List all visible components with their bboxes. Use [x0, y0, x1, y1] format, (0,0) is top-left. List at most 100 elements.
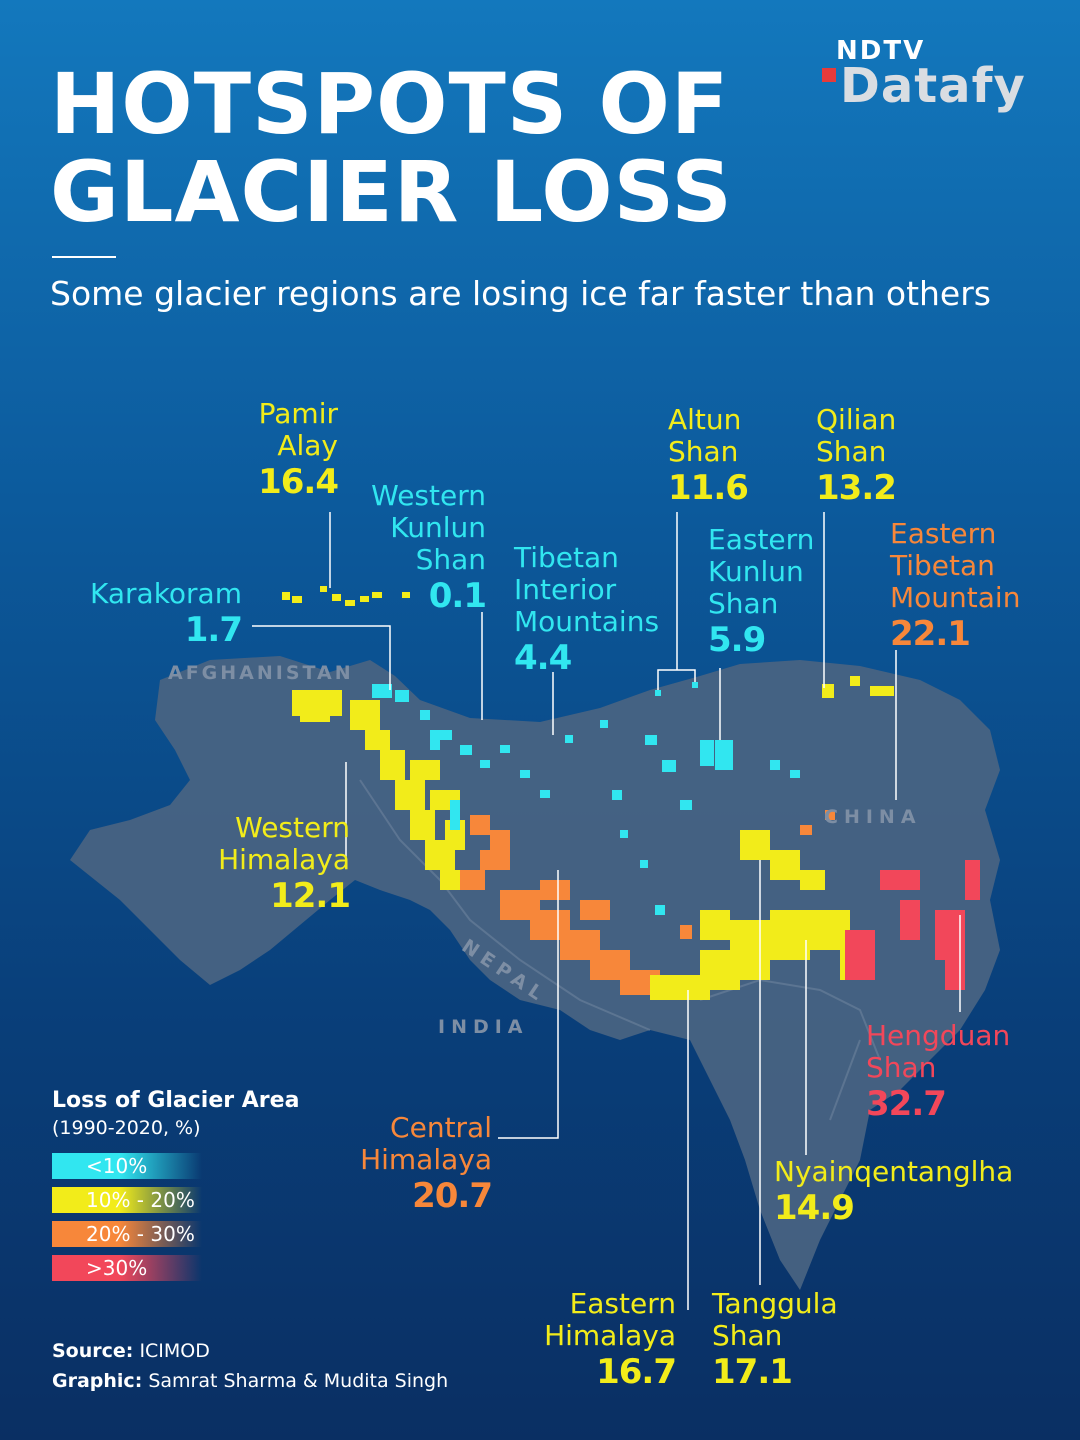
region-label-tanggula-shan: Tanggula Shan 17.1: [712, 1287, 862, 1393]
cyan-glaciers: [372, 682, 800, 915]
region-name: Himalaya: [218, 843, 350, 876]
logo-ndtv: NDTV: [836, 36, 926, 66]
leader-karakoram: [252, 625, 391, 690]
region-name: Shan: [816, 435, 887, 468]
region-value: 13.2: [816, 468, 897, 508]
region-name: Kunlun: [708, 555, 804, 588]
region-name: Interior: [514, 573, 617, 606]
region-value: 12.1: [270, 876, 351, 916]
region-label-central-himalaya: Central Himalaya 20.7: [340, 1111, 493, 1217]
legend-swatch: [52, 1221, 202, 1247]
region-name: Nyainqentanglha: [774, 1155, 1014, 1188]
title-divider: [52, 256, 116, 258]
region-label-altun-shan: Altun Shan 11.6: [668, 403, 768, 509]
pamir-alay-glaciers: [282, 586, 410, 606]
legend-subtitle: (1990-2020, %): [52, 1117, 201, 1139]
page-subtitle: Some glacier regions are losing ice far …: [50, 274, 991, 313]
region-value: 17.1: [712, 1352, 793, 1392]
legend-item-10-20: 10% - 20%: [52, 1187, 202, 1213]
legend-item-under-10: <10%: [52, 1153, 202, 1179]
leader-central-himalaya: [498, 870, 559, 1139]
source-value: ICIMOD: [139, 1340, 210, 1362]
region-name: Eastern: [890, 517, 997, 550]
legend-swatch: [52, 1187, 202, 1213]
source-line: Source: ICIMOD: [52, 1336, 448, 1366]
legend: Loss of Glacier Area (1990-2020, %) <10%…: [52, 1088, 332, 1289]
region-value: 32.7: [866, 1084, 947, 1124]
title-line-1: HOTSPOTS OF: [50, 55, 730, 153]
legend-label: <10%: [86, 1154, 148, 1178]
region-value: 16.4: [258, 462, 339, 502]
region-value: 1.7: [184, 610, 243, 650]
country-india: INDIA: [438, 1016, 529, 1038]
region-label-nyainqentanglha: Nyainqentanglha 14.9: [774, 1155, 1064, 1229]
region-value: 14.9: [774, 1188, 855, 1228]
legend-label: 10% - 20%: [86, 1188, 195, 1212]
landmass-shape: [70, 656, 1000, 1290]
country-afghanistan: AFGHANISTAN: [168, 662, 354, 684]
region-label-eastern-himalaya: Eastern Himalaya 16.7: [530, 1287, 677, 1393]
region-label-tibetan-interior-mountains: Tibetan Interior Mountains 4.4: [514, 541, 674, 679]
region-name: Shan: [866, 1051, 937, 1084]
leader-lines: [252, 512, 961, 1310]
region-name: Hengduan: [866, 1019, 1011, 1052]
region-name: Karakoram: [90, 577, 242, 610]
region-value: 22.1: [890, 614, 971, 654]
region-name: Eastern: [708, 523, 815, 556]
graphic-value: Samrat Sharma & Mudita Singh: [148, 1370, 449, 1392]
region-label-pamir-alay: Pamir Alay 16.4: [220, 397, 339, 503]
region-label-eastern-tibetan-mountain: Eastern Tibetan Mountain 22.1: [890, 517, 1040, 655]
region-label-hengduan-shan: Hengduan Shan 32.7: [866, 1019, 1036, 1125]
leader-altun: [657, 512, 696, 690]
source-label: Source:: [52, 1340, 134, 1362]
legend-title: Loss of Glacier Area: [52, 1088, 300, 1113]
legend-swatch: [52, 1255, 202, 1281]
region-name: Tibetan: [514, 541, 619, 574]
region-value: 0.1: [428, 576, 487, 616]
region-name: Shan: [708, 587, 779, 620]
region-name: Shan: [668, 435, 739, 468]
region-name: Central: [390, 1111, 492, 1144]
region-label-karakoram: Karakoram 1.7: [60, 577, 243, 651]
region-name: Mountains: [514, 605, 660, 638]
legend-item-over-30: >30%: [52, 1255, 202, 1281]
region-name: Shan: [712, 1319, 783, 1352]
glacier-dots: [282, 586, 980, 1000]
logo-datafy: Datafy: [840, 58, 1026, 114]
region-label-western-himalaya: Western Himalaya 12.1: [200, 811, 351, 917]
country-china: CHINA: [824, 806, 922, 828]
region-name: Eastern: [569, 1287, 676, 1320]
legend-label: >30%: [86, 1256, 148, 1280]
region-label-western-kunlun-shan: Western Kunlun Shan 0.1: [340, 479, 487, 617]
region-name: Kunlun: [390, 511, 486, 544]
region-name: Pamir: [258, 397, 338, 430]
graphic-label: Graphic:: [52, 1370, 143, 1392]
region-name: Western: [371, 479, 486, 512]
graphic-line: Graphic: Samrat Sharma & Mudita Singh: [52, 1366, 448, 1396]
western-himalaya-glaciers: [292, 690, 465, 890]
region-value: 20.7: [412, 1176, 493, 1216]
page-title: HOTSPOTS OF GLACIER LOSS: [50, 60, 733, 236]
region-value: 4.4: [514, 638, 572, 678]
legend-swatch: [52, 1153, 202, 1179]
region-name: Himalaya: [360, 1143, 492, 1176]
region-value: 11.6: [668, 468, 749, 508]
logo-accent-icon: [822, 68, 836, 82]
region-name: Himalaya: [544, 1319, 676, 1352]
region-value: 5.9: [708, 620, 766, 660]
region-name: Qilian: [816, 403, 897, 436]
region-name: Tibetan: [890, 549, 995, 582]
region-label-qilian-shan: Qilian Shan 13.2: [816, 403, 916, 509]
credits: Source: ICIMOD Graphic: Samrat Sharma & …: [52, 1336, 448, 1396]
region-value: 16.7: [596, 1352, 677, 1392]
region-name: Tanggula: [712, 1287, 838, 1320]
region-name: Western: [235, 811, 350, 844]
region-name: Shan: [415, 543, 486, 576]
region-label-eastern-kunlun-shan: Eastern Kunlun Shan 5.9: [708, 523, 828, 661]
legend-item-20-30: 20% - 30%: [52, 1221, 202, 1247]
ndtv-datafy-logo: NDTV Datafy: [822, 36, 1032, 122]
region-name: Alay: [277, 429, 338, 462]
region-name: Mountain: [890, 581, 1021, 614]
title-line-2: GLACIER LOSS: [50, 143, 733, 241]
region-name: Altun: [668, 403, 742, 436]
